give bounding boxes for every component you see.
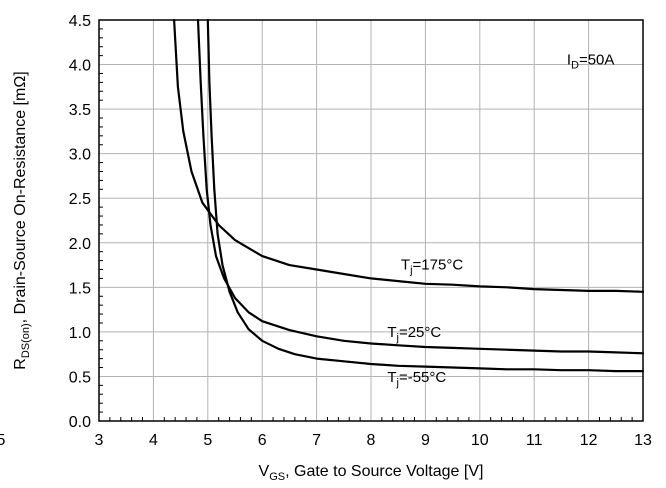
gridlines	[99, 20, 643, 421]
plot-area-frame	[98, 19, 644, 422]
annotations: Tj=175°CTj=25°CTj=-55°CID=50A	[387, 52, 614, 389]
y-axis-title-main: R	[12, 358, 29, 370]
series-label-0: Tj=175°C	[401, 257, 463, 277]
x-tick-labels: 3 4 5 6 7 8 9 10 11 12 13 5	[0, 432, 652, 449]
series-label-1-rest: =25°C	[399, 324, 441, 341]
x-axis-title-rest: , Gate to Source Voltage [V]	[285, 463, 483, 480]
series-label-0-main: T	[401, 257, 410, 274]
series-line-2	[206, 18, 645, 373]
y-axis-title: RDS(on), Drain-Source On-Resistance [mΩ]	[12, 71, 32, 369]
x-tick-label-11: 11	[526, 432, 543, 449]
y-tick-labels: 0.0 0.5 1.0 1.5 2.0 2.5 3.0 3.5 4.0 4.5	[69, 13, 91, 431]
series-label-1-main: T	[387, 324, 396, 341]
y-tick-label-2.5: 2.5	[69, 191, 91, 208]
x-axis-title-main: V	[259, 463, 270, 480]
x-tick-label-cropped: 5	[0, 432, 6, 449]
x-tick-label-7: 7	[312, 432, 321, 449]
x-tick-label-3: 3	[95, 432, 104, 449]
series-label-0-sub: j	[409, 265, 412, 277]
condition-label: ID=50A	[567, 52, 615, 72]
x-axis-title-sub: GS	[269, 471, 285, 483]
x-tick-label-13: 13	[634, 432, 652, 449]
x-tick-label-12: 12	[580, 432, 598, 449]
y-tick-label-1.0: 1.0	[69, 325, 91, 342]
series-label-1: Tj=25°C	[387, 324, 441, 344]
x-tick-label-8: 8	[367, 432, 376, 449]
y-tick-label-0.5: 0.5	[69, 369, 91, 386]
y-tick-label-2.0: 2.0	[69, 236, 91, 253]
axis-ticks	[99, 28, 633, 421]
y-tick-label-3.5: 3.5	[69, 102, 91, 119]
series-label-1-sub: j	[395, 332, 398, 344]
series-label-0-rest: =175°C	[413, 257, 464, 274]
y-axis-title-sub: DS(on)	[20, 323, 32, 358]
x-tick-label-6: 6	[258, 432, 267, 449]
y-tick-label-4.0: 4.0	[69, 58, 91, 75]
x-axis-title: VGS, Gate to Source Voltage [V]	[259, 463, 484, 483]
series-label-2-sub: j	[395, 377, 398, 389]
x-tick-label-10: 10	[471, 432, 489, 449]
series-label-2: Tj=-55°C	[387, 369, 446, 389]
y-axis-title-rest: , Drain-Source On-Resistance [mΩ]	[12, 71, 29, 323]
series-line-1	[196, 18, 645, 355]
y-tick-label-4.5: 4.5	[69, 13, 91, 30]
y-tick-label-3.0: 3.0	[69, 147, 91, 164]
condition-label-rest: =50A	[579, 52, 614, 69]
y-tick-label-0.0: 0.0	[69, 414, 91, 431]
x-tick-label-4: 4	[149, 432, 158, 449]
condition-label-main: I	[567, 52, 571, 69]
series-label-2-main: T	[387, 369, 396, 386]
series-curves	[173, 18, 645, 373]
axis-titles: VGS, Gate to Source Voltage [V]RDS(on), …	[12, 71, 483, 483]
x-tick-label-5: 5	[203, 432, 212, 449]
condition-label-sub: D	[571, 60, 579, 72]
series-line-0	[173, 18, 645, 293]
x-tick-label-9: 9	[421, 432, 430, 449]
y-tick-label-1.5: 1.5	[69, 280, 91, 297]
series-label-2-rest: =-55°C	[399, 369, 446, 386]
